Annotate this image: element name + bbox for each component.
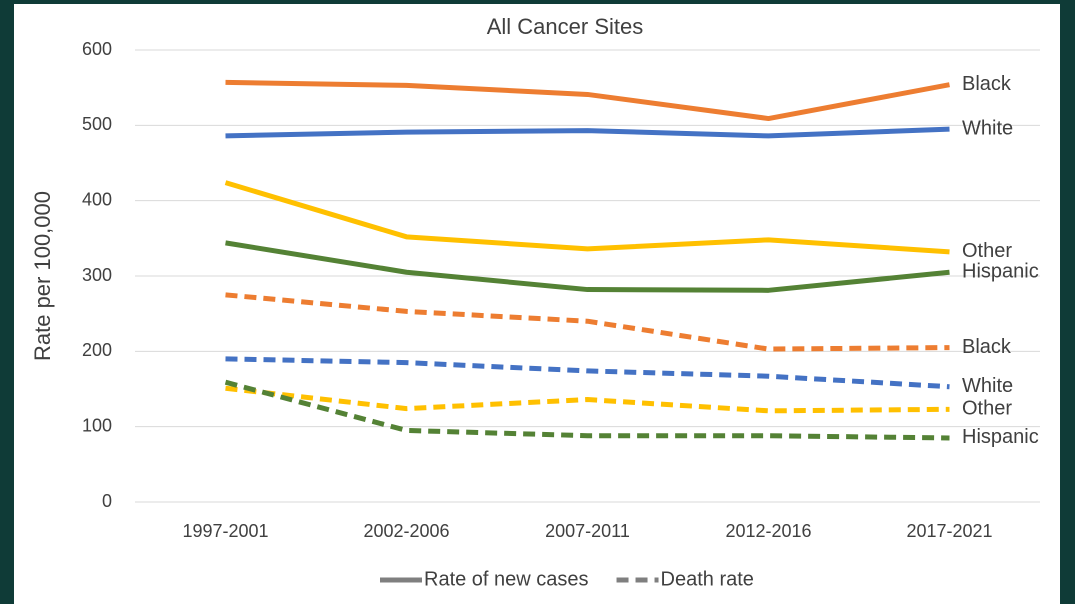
series-label: White xyxy=(962,117,1013,139)
y-tick-label: 200 xyxy=(82,340,112,360)
legend-label: Rate of new cases xyxy=(424,568,589,590)
y-tick-label: 400 xyxy=(82,189,112,209)
series-label: Other xyxy=(962,240,1012,262)
x-tick-label: 2007-2011 xyxy=(545,521,630,541)
series-label: Hispanic xyxy=(962,426,1039,448)
y-tick-label: 0 xyxy=(102,491,112,511)
y-axis-label: Rate per 100,000 xyxy=(30,191,55,361)
x-tick-label: 1997-2001 xyxy=(182,521,268,541)
series-label: White xyxy=(962,375,1013,397)
series-line xyxy=(225,126,950,139)
y-tick-label: 300 xyxy=(82,265,112,285)
chart-title: All Cancer Sites xyxy=(487,14,644,39)
series-line xyxy=(225,292,950,352)
series-label: Hispanic xyxy=(962,261,1039,283)
series-line xyxy=(225,79,950,122)
series-label: Black xyxy=(962,336,1012,358)
series-label: Other xyxy=(962,398,1012,420)
series-line xyxy=(224,180,950,255)
y-tick-label: 600 xyxy=(82,39,112,59)
series-line xyxy=(225,356,950,390)
x-tick-label: 2002-2006 xyxy=(363,521,449,541)
series-line xyxy=(225,385,950,414)
chart-background xyxy=(14,4,1060,604)
y-tick-label: 100 xyxy=(82,415,112,435)
legend-label: Death rate xyxy=(661,568,754,590)
series-label: Black xyxy=(962,73,1012,95)
x-tick-label: 2012-2016 xyxy=(725,521,811,541)
series-line xyxy=(225,240,950,293)
y-tick-label: 500 xyxy=(82,114,112,134)
series-line xyxy=(224,379,950,441)
x-tick-label: 2017-2021 xyxy=(906,521,992,541)
